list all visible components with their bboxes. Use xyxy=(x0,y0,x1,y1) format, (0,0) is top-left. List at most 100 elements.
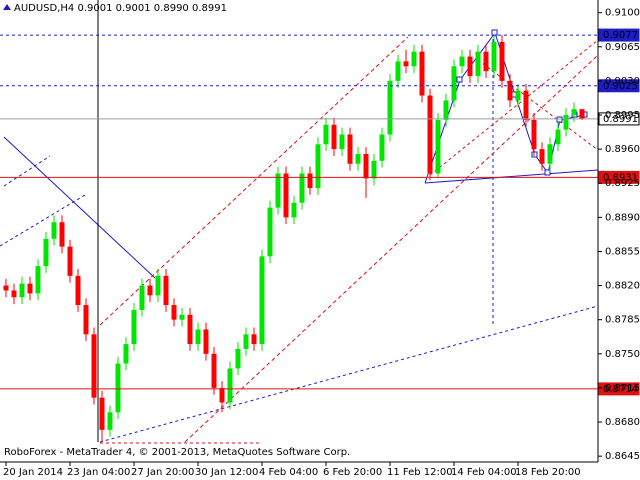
candle-body xyxy=(147,285,153,296)
x-tick-label: 30 Jan 12:00 xyxy=(195,467,258,478)
wave-point xyxy=(456,76,463,83)
candle-body xyxy=(19,283,25,298)
support-line xyxy=(99,305,599,443)
candle-body xyxy=(75,275,81,306)
wave-point xyxy=(491,29,498,36)
candle-body xyxy=(187,314,193,345)
price-level-label: 0.8714 xyxy=(603,384,638,395)
candle-body xyxy=(339,134,345,150)
candle-body xyxy=(203,329,209,354)
chart-title: AUDUSD,H4 0.9001 0.9001 0.8990 0.8991 xyxy=(14,3,227,14)
candle-body xyxy=(155,275,161,296)
candle-body xyxy=(427,95,433,174)
candle-body xyxy=(323,124,329,145)
candle-body xyxy=(387,80,393,135)
symbol-icon xyxy=(3,4,11,10)
x-tick-label: 27 Jan 20:00 xyxy=(131,467,194,478)
candles xyxy=(3,35,585,442)
price-level-box xyxy=(598,28,640,42)
header: AUDUSD,H4 0.9001 0.9001 0.8990 0.8991 xyxy=(3,3,227,14)
x-tick-label: 11 Feb 12:00 xyxy=(387,467,453,478)
candle-body xyxy=(251,334,257,345)
candle-body xyxy=(307,173,313,189)
candle-body xyxy=(131,309,137,345)
candle-body xyxy=(259,256,265,345)
price-level-label: 0.8991 xyxy=(603,114,638,125)
candle-body xyxy=(331,124,337,150)
price-level-label: 0.9025 xyxy=(603,81,638,92)
candle-body xyxy=(179,314,185,320)
candle-body xyxy=(499,41,505,81)
y-tick-label: 0.8960 xyxy=(605,144,640,155)
fan-line xyxy=(477,59,599,151)
candle-body xyxy=(547,144,553,164)
candle-body xyxy=(459,56,465,67)
candle-body xyxy=(59,222,65,247)
candle-body xyxy=(195,329,201,345)
candle-body xyxy=(299,173,305,203)
x-tick-label: 23 Jan 04:00 xyxy=(67,467,130,478)
wave-point xyxy=(556,116,563,123)
y-tick-label: 0.9100 xyxy=(605,8,640,19)
candle-body xyxy=(235,348,241,369)
footer: RoboForex - MetaTrader 4, © 2001-2013, M… xyxy=(4,447,350,458)
candle-body xyxy=(475,51,481,77)
price-levels: 0.9077 0.9025 0.8991 0.8931 0.8714 xyxy=(0,28,640,396)
y-tick-label: 0.8715 xyxy=(605,383,640,394)
candle-body xyxy=(283,173,289,218)
candle-body xyxy=(379,134,385,161)
candle-body xyxy=(411,51,417,67)
candle-body xyxy=(3,285,9,291)
candle-body xyxy=(371,160,377,179)
candle-body xyxy=(227,368,233,403)
y-tick-label: 0.9030 xyxy=(605,76,640,87)
candle-body xyxy=(515,90,521,101)
candle-body xyxy=(211,353,217,388)
candle-body xyxy=(163,275,169,306)
y-tick-label: 0.8785 xyxy=(605,315,640,326)
candle-body xyxy=(43,238,49,267)
candle-body xyxy=(123,344,129,364)
candle-body xyxy=(243,334,249,349)
candle-body xyxy=(579,109,585,119)
trend-line xyxy=(0,194,86,247)
candle-body xyxy=(35,266,41,294)
candle-body xyxy=(11,290,17,298)
candle-body xyxy=(467,56,473,77)
candle-body xyxy=(571,109,577,116)
candle-body xyxy=(27,283,33,294)
price-level-label: 0.8931 xyxy=(603,172,638,183)
y-tick-label: 0.9065 xyxy=(605,42,640,53)
candle-body xyxy=(67,246,73,276)
candle-body xyxy=(419,51,425,96)
y-tick-label: 0.8995 xyxy=(605,110,640,121)
candle-body xyxy=(507,80,513,101)
ticks: 0.9100 0.9065 0.9030 0.8995 0.8960 0.8925 0.88… xyxy=(3,8,640,478)
candle-body xyxy=(83,305,89,335)
candle-body xyxy=(539,149,545,164)
y-tick-label: 0.8855 xyxy=(605,246,640,257)
candle-body xyxy=(523,90,529,120)
candle-body xyxy=(275,173,281,208)
channel-line xyxy=(99,36,409,326)
price-level-label: 0.9077 xyxy=(603,30,638,41)
price-level-box xyxy=(598,112,640,126)
wave-point xyxy=(544,169,551,176)
candle-body xyxy=(395,61,401,81)
candle-body xyxy=(451,66,457,101)
candle-body xyxy=(435,119,441,174)
candle-body xyxy=(403,61,409,67)
candle-body xyxy=(219,387,225,403)
candle-body xyxy=(483,51,489,72)
candle-body xyxy=(115,363,121,413)
candle-body xyxy=(531,119,537,150)
x-tick-label: 20 Jan 2014 xyxy=(3,467,63,478)
neck-line xyxy=(424,169,599,184)
candle-body xyxy=(355,154,361,164)
candle-body xyxy=(347,134,353,164)
y-tick-label: 0.8645 xyxy=(605,451,640,462)
y-tick-label: 0.8680 xyxy=(605,417,640,428)
y-tick-label: 0.8925 xyxy=(605,178,640,189)
